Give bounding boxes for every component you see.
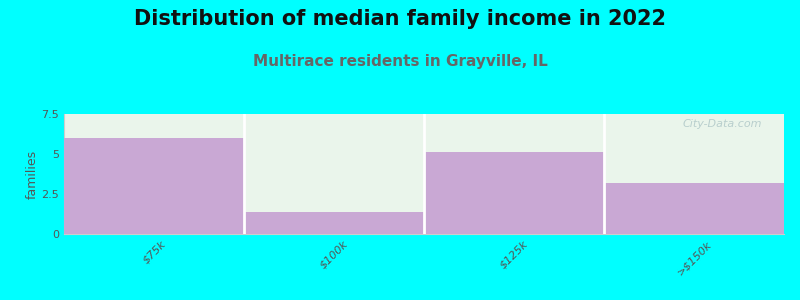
Text: Multirace residents in Grayville, IL: Multirace residents in Grayville, IL bbox=[253, 54, 547, 69]
Bar bbox=[604, 183, 784, 234]
Bar bbox=[424, 114, 604, 152]
Bar bbox=[244, 114, 424, 212]
Bar bbox=[64, 138, 244, 234]
Y-axis label: families: families bbox=[26, 149, 38, 199]
Text: City-Data.com: City-Data.com bbox=[683, 119, 762, 129]
Bar bbox=[604, 114, 784, 183]
Text: Distribution of median family income in 2022: Distribution of median family income in … bbox=[134, 9, 666, 29]
Bar bbox=[244, 212, 424, 234]
Bar bbox=[424, 152, 604, 234]
Bar bbox=[64, 114, 244, 138]
